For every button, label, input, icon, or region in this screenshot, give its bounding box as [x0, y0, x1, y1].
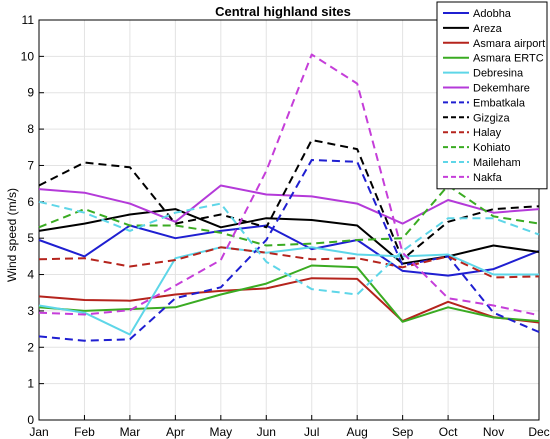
- legend-label: Asmara ERTC: [473, 53, 544, 65]
- series-line-embatkala: [38, 159, 540, 342]
- x-tick-label: Mar: [120, 425, 141, 439]
- legend-label: Debresina: [473, 68, 524, 80]
- x-tick-label: Jul: [304, 425, 319, 439]
- y-axis-ticks: 0 1 2 3 4 5 6 7 8 9 10 11: [21, 13, 44, 427]
- legend: Adobha Areza Asmara airport Asmara ERTC Debr…: [436, 1, 548, 190]
- x-tick-label: Sep: [392, 425, 414, 439]
- y-tick-label: 2: [27, 340, 34, 354]
- y-tick-label: 11: [22, 13, 35, 27]
- plot-frame: [38, 19, 540, 421]
- x-tick-label: Jun: [257, 425, 276, 439]
- series-line-dekemhare: [38, 184, 540, 225]
- y-axis-label: Wind speed (m/s): [5, 188, 19, 282]
- series-lines: [38, 53, 540, 342]
- x-axis-ticks: Jan Feb Mar Apr May Jun Jul Aug Sep Oct Nov Dec: [29, 415, 550, 439]
- x-tick-label: Aug: [347, 425, 368, 439]
- legend-label: Maileham: [473, 157, 521, 169]
- legend-label: Dekemhare: [473, 83, 530, 95]
- x-tick-label: Nov: [483, 425, 504, 439]
- legend-box: [436, 1, 548, 190]
- series-line-adobha: [38, 224, 540, 277]
- y-tick-label: 8: [27, 122, 34, 136]
- y-tick-label: 7: [27, 158, 34, 172]
- x-tick-label: Oct: [439, 425, 458, 439]
- series-line-maileham: [38, 200, 540, 296]
- y-tick-label: 9: [27, 86, 34, 100]
- y-tick-label: 6: [27, 195, 34, 209]
- legend-label: Kohiato: [473, 142, 510, 154]
- series-line-areza: [38, 208, 540, 265]
- y-tick-label: 4: [27, 268, 34, 282]
- x-tick-label: Jan: [29, 425, 48, 439]
- legend-label: Adobha: [473, 8, 512, 20]
- y-tick-label: 10: [21, 49, 35, 63]
- legend-label: Asmara airport: [473, 38, 545, 50]
- legend-label: Halay: [473, 127, 502, 139]
- y-tick-label: 3: [27, 304, 34, 318]
- series-line-nakfa: [38, 53, 540, 317]
- series-line-asmara-airport: [38, 277, 540, 324]
- legend-label: Areza: [473, 23, 503, 35]
- legend-label: Nakfa: [473, 172, 503, 184]
- x-tick-label: Apr: [166, 425, 185, 439]
- y-tick-label: 1: [27, 377, 34, 391]
- series-line-halay: [38, 246, 540, 279]
- x-tick-label: Feb: [74, 425, 95, 439]
- y-tick-label: 5: [27, 231, 34, 245]
- legend-label: Gizgiza: [473, 112, 511, 124]
- x-tick-label: Dec: [528, 425, 549, 439]
- chart-title: Central highland sites: [215, 4, 351, 19]
- legend-label: Embatkala: [473, 97, 526, 109]
- series-line-debresina: [38, 246, 539, 336]
- x-tick-label: May: [209, 425, 232, 439]
- y-tick-label: 0: [27, 413, 34, 427]
